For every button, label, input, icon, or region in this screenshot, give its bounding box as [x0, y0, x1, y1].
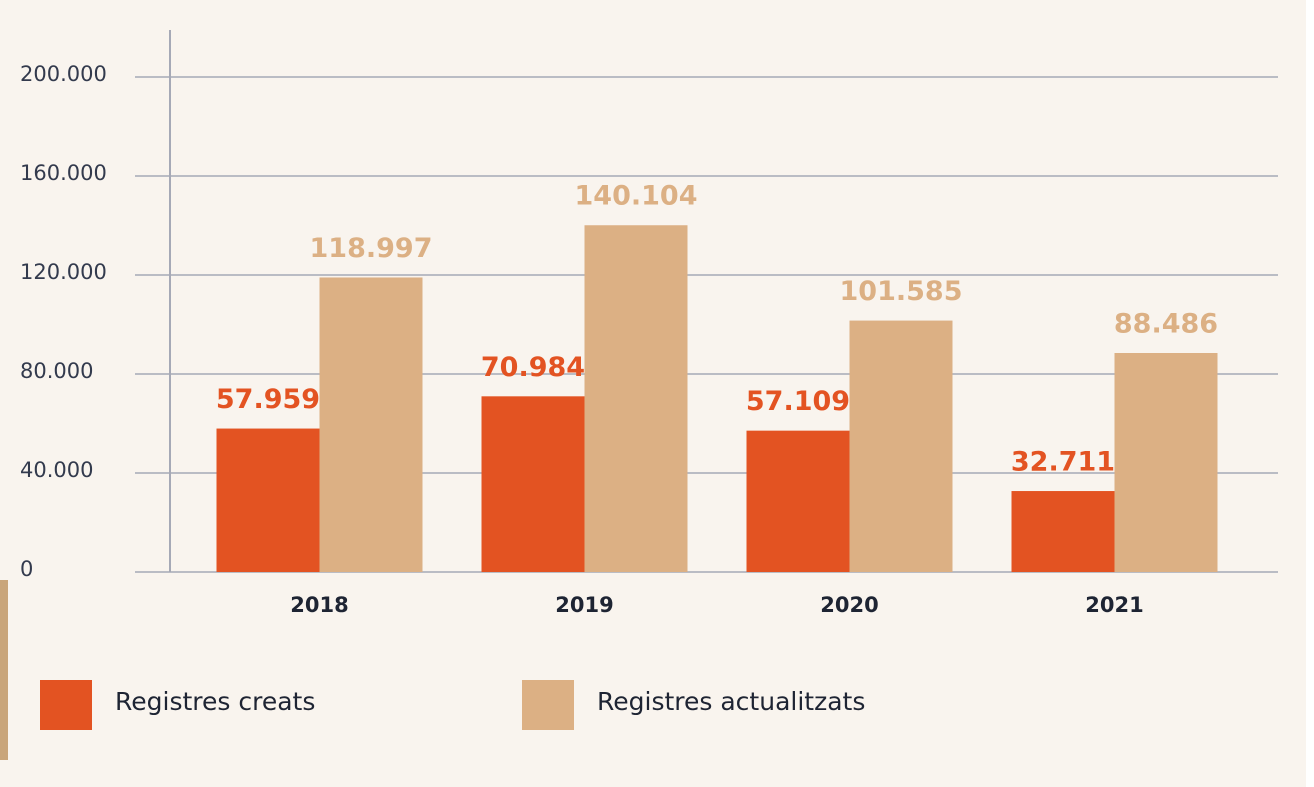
bar: [216, 428, 320, 572]
legend-label: Registres actualitzats: [597, 687, 865, 716]
x-tick-label: 2018: [290, 593, 348, 617]
bar: [319, 277, 423, 572]
legend-label: Registres creats: [115, 687, 315, 716]
edge-decoration: [0, 580, 8, 760]
value-label: 88.486: [1114, 308, 1218, 339]
legend-swatch: [40, 680, 92, 730]
y-tick-label: 80.000: [20, 359, 93, 383]
y-tick-label: 160.000: [20, 161, 107, 185]
y-tick-label: 40.000: [20, 458, 93, 482]
bar: [1114, 352, 1218, 572]
x-tick-label: 2019: [555, 593, 613, 617]
bar: [849, 320, 953, 572]
x-tick-label: 2020: [820, 593, 878, 617]
y-tick-label: 200.000: [20, 62, 107, 86]
value-label: 140.104: [575, 181, 698, 212]
value-label: 57.109: [746, 386, 850, 417]
value-label: 101.585: [840, 276, 963, 307]
bar: [746, 430, 850, 572]
y-tick-label: 0: [20, 557, 33, 581]
x-tick-label: 2021: [1085, 593, 1143, 617]
legend-swatch: [522, 680, 574, 730]
value-label: 70.984: [481, 352, 585, 383]
bar: [1011, 491, 1115, 572]
y-tick-label: 120.000: [20, 260, 107, 284]
value-label: 57.959: [216, 384, 320, 415]
value-label: 118.997: [310, 233, 433, 264]
bar: [481, 396, 585, 572]
value-label: 32.711: [1011, 447, 1115, 478]
bar: [584, 225, 688, 572]
